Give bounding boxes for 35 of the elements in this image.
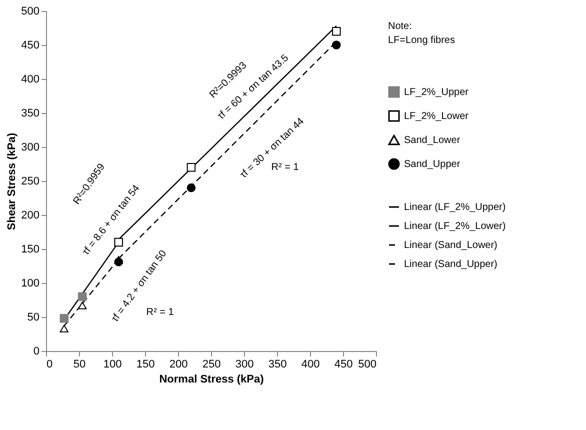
x-tick-label: 500 [358,358,376,370]
legend-label: Linear (Sand_Upper) [404,259,498,270]
y-tick-label: 500 [21,6,40,18]
y-tick-label: 50 [27,312,40,324]
legend-label: Linear (LF_2%_Lower) [404,221,506,232]
y-tick-label: 200 [21,210,40,222]
x-tick-label: 350 [268,358,287,370]
x-tick-label: 450 [334,358,353,370]
annotation: R² = 1 [146,307,174,318]
legend-label: Linear (LF_2%_Upper) [404,202,506,213]
text: Note: LF=Long fibres [388,21,455,46]
y-tick-label: 100 [21,278,40,290]
x-tick-label: 100 [103,358,122,370]
y-tick-label: 0 [33,346,40,358]
y-axis-title: Shear Stress (kPa) [6,132,18,230]
x-tick-label: 0 [46,358,53,370]
y-tick-label: 250 [21,176,40,188]
legend-label: Sand_Lower [404,135,461,146]
x-tick-label: 250 [202,358,221,370]
y-tick-label: 350 [21,108,40,120]
y-tick-label: 450 [21,40,40,52]
x-axis-title: Normal Stress (kPa) [159,374,264,386]
x-tick-label: 150 [136,358,155,370]
y-tick-label: 150 [21,244,40,256]
legend-label: Sand_Upper [404,159,461,170]
x-tick-label: 200 [169,358,188,370]
legend-label: LF_2%_Upper [404,87,470,98]
x-tick-label: 300 [235,358,254,370]
annotation: R² = 1 [271,162,300,173]
y-tick-label: 300 [21,142,40,154]
legend-label: LF_2%_Lower [404,111,470,122]
x-tick-label: 400 [301,358,320,370]
legend-label: Linear (Sand_Lower) [404,240,498,251]
y-tick-label: 400 [21,74,40,86]
x-tick-label: 50 [73,358,86,370]
